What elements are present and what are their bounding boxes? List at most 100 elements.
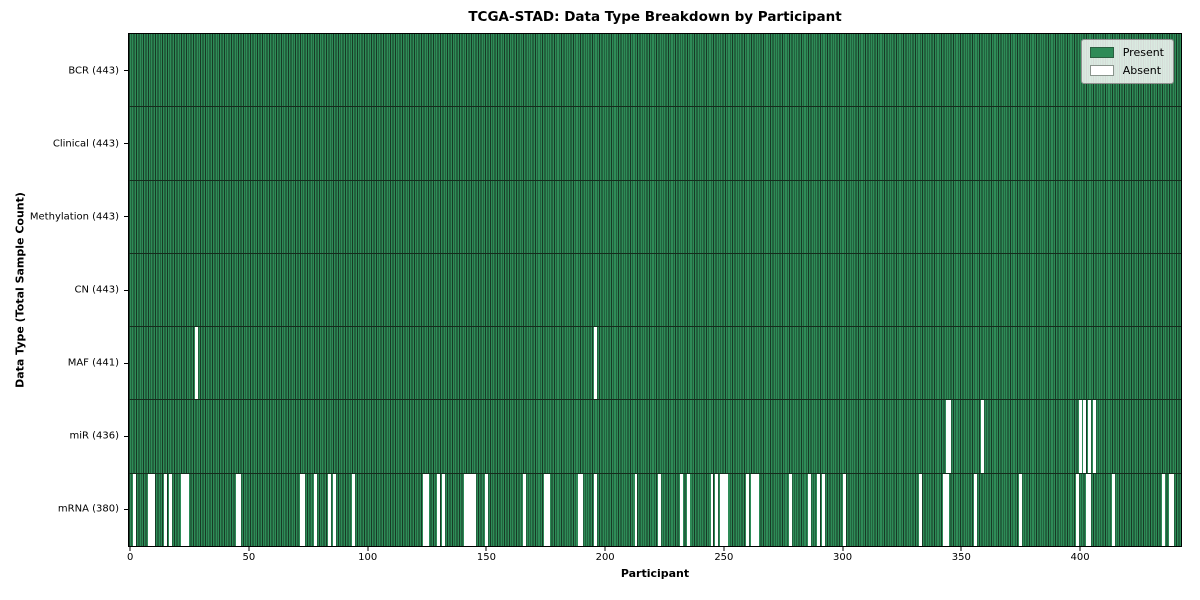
absent-mark [180,473,184,546]
absent-mark [423,473,427,546]
absent-mark [1078,400,1082,473]
row-maf [129,326,1181,400]
absent-mark [746,473,750,546]
absent-mark [947,400,951,473]
absent-mark [788,473,792,546]
y-tick-label-mrna: mRNA (380) [57,503,119,515]
y-tick-mark [124,216,128,218]
absent-mark [147,473,151,546]
x-tick-mark [960,547,962,551]
legend-label-present: Present [1122,46,1164,59]
absent-mark [753,473,757,546]
absent-mark [974,473,978,546]
absent-mark [594,473,598,546]
absent-mark [817,473,821,546]
absent-mark [750,473,754,546]
x-tick-label: 50 [242,552,256,563]
absent-mark [465,473,469,546]
absent-mark [544,473,548,546]
y-tick-label-cn: CN (443) [74,284,119,296]
absent-mark [425,473,429,546]
row-mrna [129,472,1181,546]
absent-mark [710,473,714,546]
x-tick-mark [842,547,844,551]
row-clinical [129,106,1181,180]
absent-mark [152,473,156,546]
y-tick-label-clinical: Clinical (443) [52,138,119,150]
x-tick-mark [604,547,606,551]
absent-mark [945,473,949,546]
absent-mark [658,473,662,546]
absent-mark [579,473,583,546]
absent-mark [299,473,303,546]
absent-mark [807,473,811,546]
absent-mark [720,473,723,546]
absent-mark [302,473,306,546]
absent-mark [722,473,726,546]
legend: Present Absent [1080,39,1174,84]
chart-title: TCGA-STAD: Data Type Breakdown by Partic… [468,9,842,25]
plot-area: Present Absent [128,33,1182,547]
absent-mark [473,473,476,546]
y-tick-mark [124,143,128,145]
row-methylation [129,179,1181,253]
absent-mark [183,473,187,546]
y-tick-mark [124,362,128,364]
x-tick-label: 300 [833,552,853,563]
legend-item-present: Present [1089,46,1164,59]
absent-mark [468,473,472,546]
x-axis-label: Participant [620,567,690,580]
absent-mark [546,473,550,546]
absent-mark [437,473,441,546]
y-tick-labels: BCR (443) Clinical (443) Methylation (443)… [0,34,119,546]
legend-item-absent: Absent [1089,64,1164,77]
x-tick-label: 0 [126,552,134,563]
legend-label-absent: Absent [1122,64,1162,77]
absent-mark [442,473,446,546]
absent-mark [634,473,638,546]
absent-mark [237,473,241,546]
y-tick-mark [124,289,128,291]
absent-mark [981,400,985,473]
absent-mark [332,473,336,546]
absent-mark [351,473,355,546]
y-tick-label-maf: MAF (441) [67,357,119,369]
absent-mark [715,473,719,546]
absent-mark [150,473,154,546]
absent-mark [1083,400,1087,473]
x-tick-label: 200 [595,552,615,563]
absent-mark [1111,473,1115,546]
x-tick-mark [248,547,250,551]
absent-mark [1085,473,1089,546]
y-tick-marks [124,34,128,546]
absent-mark [169,473,173,546]
x-tick-label: 400 [1070,552,1090,563]
y-tick-mark [124,435,128,437]
absent-mark [943,473,947,546]
absent-mark [1092,400,1096,473]
absent-mark [822,473,826,546]
absent-mark [1171,473,1175,546]
absent-mark [164,473,168,546]
absent-mark [1019,473,1023,546]
absent-mark [195,327,199,400]
x-tick-mark [367,547,369,551]
absent-mark [522,473,526,546]
absent-mark [463,473,467,546]
absent-mark [1161,473,1165,546]
absent-mark [686,473,690,546]
absent-mark [185,473,189,546]
row-mir [129,399,1181,473]
absent-mark [1088,473,1092,546]
absent-mark [843,473,847,546]
x-tick-label: 250 [714,552,734,563]
present-swatch-icon [1089,47,1114,58]
absent-mark [577,473,581,546]
absent-swatch-icon [1089,65,1114,76]
absent-mark [328,473,332,546]
absent-mark [470,473,474,546]
absent-mark [235,473,239,546]
x-tick-mark [485,547,487,551]
x-tick-mark [723,547,725,551]
